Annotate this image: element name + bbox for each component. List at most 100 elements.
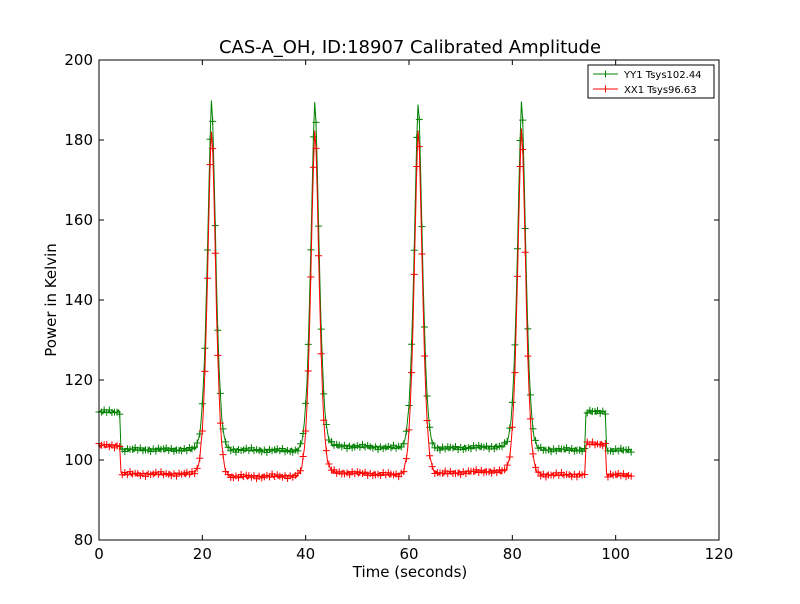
data-point-yy1 — [418, 223, 426, 231]
data-point-yy1 — [532, 436, 540, 444]
data-point-yy1 — [317, 325, 325, 333]
data-point-yy1 — [294, 447, 302, 455]
data-point-yy1 — [198, 400, 206, 408]
data-point-xx1 — [421, 352, 428, 360]
y-tick-label: 80 — [74, 531, 93, 549]
data-point-yy1 — [297, 440, 304, 448]
data-point-xx1 — [503, 461, 511, 469]
data-point-yy1 — [498, 443, 506, 451]
data-point-yy1 — [309, 133, 317, 141]
x-tick-label: 100 — [601, 545, 630, 563]
data-point-xx1 — [428, 463, 436, 471]
data-point-xx1 — [581, 471, 589, 479]
data-point-yy1 — [421, 323, 428, 331]
data-point-xx1 — [408, 369, 416, 377]
data-point-xx1 — [415, 143, 423, 151]
plot-area — [95, 100, 635, 483]
data-point-xx1 — [532, 463, 540, 471]
plot-frame — [98, 59, 720, 541]
axes: 0 20 40 60 80 100 120 80 100 120 140 160 180 200 — [64, 51, 733, 563]
data-point-yy1 — [222, 438, 230, 446]
data-point-xx1 — [315, 252, 323, 260]
y-tick-label: 140 — [64, 291, 93, 309]
data-point-xx1 — [511, 369, 519, 377]
data-point-xx1 — [601, 440, 609, 448]
data-point-yy1 — [627, 448, 635, 456]
data-point-yy1 — [581, 444, 589, 452]
data-point-yy1 — [415, 115, 423, 123]
data-point-yy1 — [400, 440, 408, 448]
y-tick-label: 100 — [64, 451, 93, 469]
data-point-yy1 — [116, 410, 124, 418]
y-tick-label: 160 — [64, 211, 93, 229]
data-point-yy1 — [209, 117, 217, 125]
data-point-xx1 — [418, 250, 426, 258]
data-point-yy1 — [214, 326, 222, 334]
data-point-xx1 — [204, 274, 211, 282]
data-point-xx1 — [214, 351, 222, 359]
data-point-xx1 — [309, 163, 317, 171]
data-point-yy1 — [503, 437, 511, 445]
y-tick-label: 120 — [64, 371, 93, 389]
data-point-xx1 — [400, 468, 408, 476]
data-point-xx1 — [519, 146, 527, 154]
data-point-yy1 — [428, 439, 436, 447]
data-point-yy1 — [201, 344, 209, 352]
legend-label-xx1: XX1 Tsys96.63 — [624, 85, 697, 96]
data-point-yy1 — [601, 410, 609, 418]
data-point-xx1 — [521, 248, 529, 256]
data-point-xx1 — [516, 163, 524, 171]
data-point-xx1 — [526, 415, 534, 423]
data-point-yy1 — [216, 389, 224, 397]
x-tick-label: 80 — [503, 545, 522, 563]
data-point-yy1 — [408, 340, 416, 348]
data-point-xx1 — [206, 161, 214, 169]
data-point-xx1 — [501, 466, 509, 474]
data-point-yy1 — [307, 246, 315, 254]
x-tick-label: 40 — [296, 545, 315, 563]
legend: YY1 Tsys102.44 XX1 Tsys96.63 — [587, 64, 715, 99]
data-point-xx1 — [219, 451, 227, 459]
data-point-yy1 — [508, 398, 516, 406]
data-point-xx1 — [211, 249, 219, 257]
data-point-xx1 — [508, 423, 516, 431]
data-point-xx1 — [317, 350, 325, 358]
data-point-xx1 — [506, 453, 514, 461]
data-point-yy1 — [302, 399, 310, 407]
data-point-xx1 — [196, 454, 204, 462]
data-point-xx1 — [524, 352, 532, 360]
data-point-xx1 — [198, 427, 206, 435]
data-point-yy1 — [193, 439, 201, 447]
data-point-xx1 — [627, 472, 635, 480]
x-tick-label: 120 — [705, 545, 734, 563]
data-point-yy1 — [204, 246, 211, 254]
data-point-xx1 — [423, 416, 431, 424]
data-point-yy1 — [211, 222, 219, 230]
data-point-xx1 — [529, 450, 537, 458]
y-tick-label: 180 — [64, 131, 93, 149]
series-line-xx1 — [98, 128, 632, 481]
series-yy1 — [95, 100, 635, 456]
data-point-xx1 — [297, 467, 304, 475]
series-xx1 — [95, 128, 635, 483]
data-point-xx1 — [320, 416, 328, 424]
data-point-xx1 — [193, 464, 201, 472]
data-point-xx1 — [405, 426, 413, 434]
y-axis-label: Power in Kelvin — [42, 243, 60, 357]
legend-marker-xx1 — [602, 85, 609, 93]
data-point-xx1 — [514, 272, 521, 280]
legend-box — [587, 64, 715, 99]
data-point-xx1 — [116, 442, 124, 450]
legend-label-yy1: YY1 Tsys102.44 — [623, 70, 702, 81]
data-point-xx1 — [413, 162, 421, 170]
data-point-yy1 — [191, 443, 199, 451]
x-tick-label: 20 — [193, 545, 212, 563]
data-point-yy1 — [519, 116, 527, 124]
data-point-xx1 — [325, 460, 333, 468]
data-point-xx1 — [209, 145, 217, 153]
data-point-xx1 — [307, 273, 315, 281]
data-point-xx1 — [534, 468, 542, 476]
data-point-yy1 — [328, 438, 335, 446]
y-tick-label: 200 — [64, 51, 93, 69]
